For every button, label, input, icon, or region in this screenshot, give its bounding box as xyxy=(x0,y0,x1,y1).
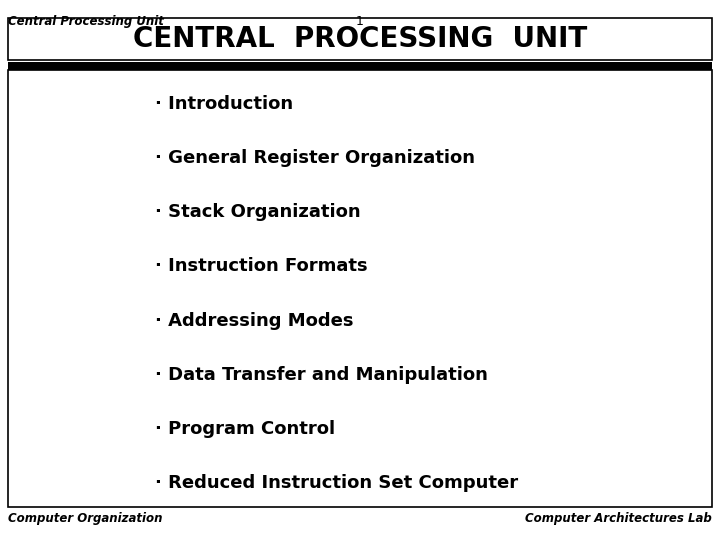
Text: 1: 1 xyxy=(356,15,364,28)
Text: · Program Control: · Program Control xyxy=(155,420,335,438)
Text: · Introduction: · Introduction xyxy=(155,94,293,112)
Text: · Instruction Formats: · Instruction Formats xyxy=(155,258,368,275)
Text: · Reduced Instruction Set Computer: · Reduced Instruction Set Computer xyxy=(155,475,518,492)
Text: Computer Organization: Computer Organization xyxy=(8,512,163,525)
Text: Computer Architectures Lab: Computer Architectures Lab xyxy=(526,512,712,525)
Text: · Stack Organization: · Stack Organization xyxy=(155,203,361,221)
Text: Central Processing Unit: Central Processing Unit xyxy=(8,15,164,28)
Text: · General Register Organization: · General Register Organization xyxy=(155,149,475,167)
Text: CENTRAL  PROCESSING  UNIT: CENTRAL PROCESSING UNIT xyxy=(133,25,587,53)
Text: · Data Transfer and Manipulation: · Data Transfer and Manipulation xyxy=(155,366,488,384)
Text: · Addressing Modes: · Addressing Modes xyxy=(155,312,354,329)
